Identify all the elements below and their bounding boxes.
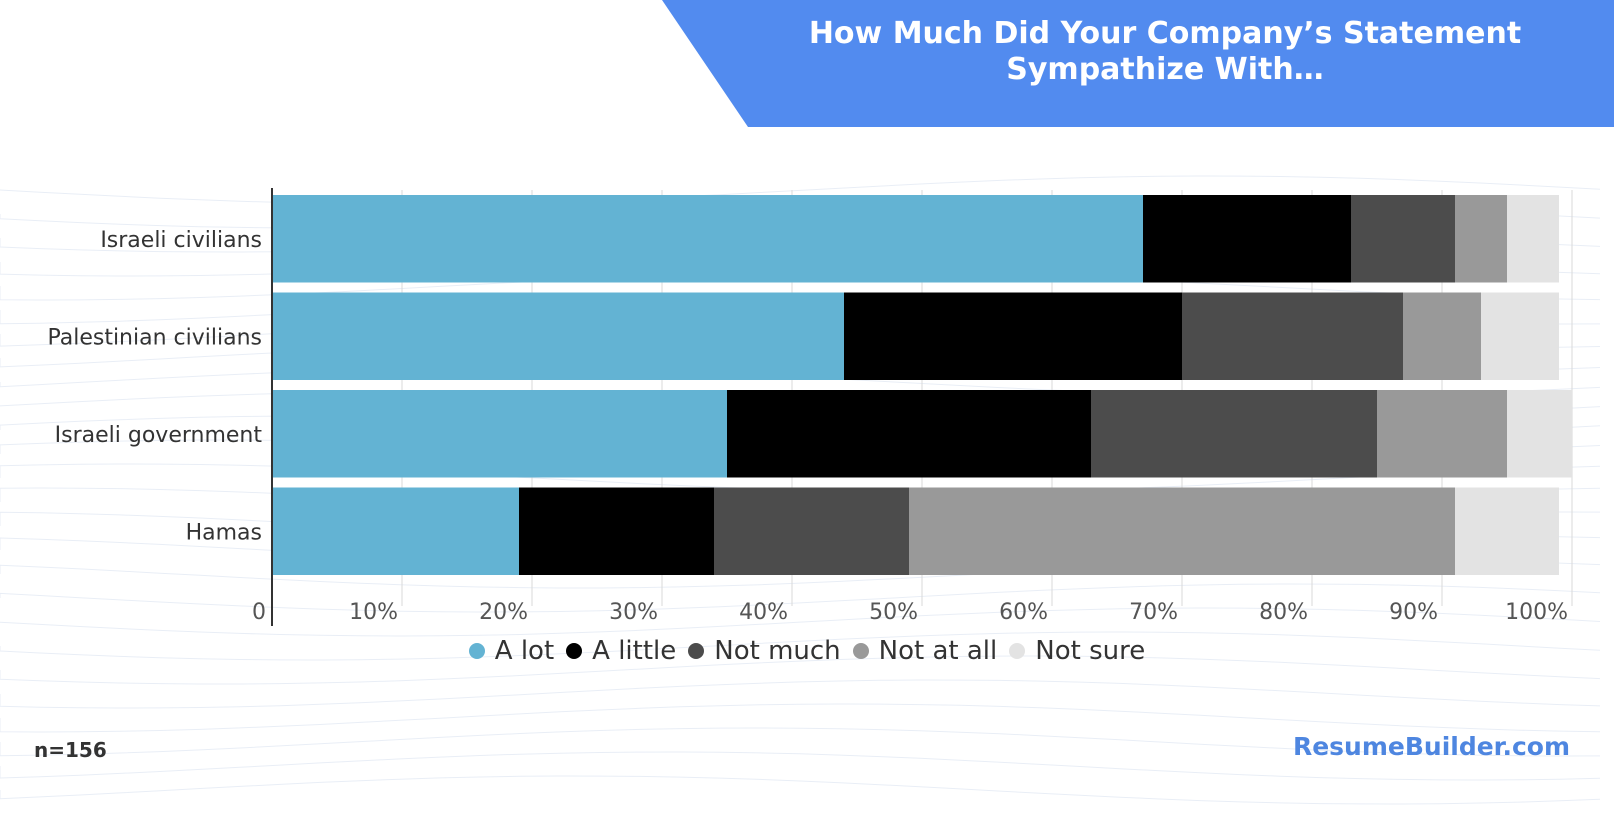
background-wave-line — [0, 607, 1601, 637]
category-label: Hamas — [186, 520, 262, 545]
bar-segment — [909, 487, 1455, 575]
background-wave-line — [0, 679, 1601, 709]
category-label: Israeli government — [55, 423, 263, 448]
bar-segment — [1182, 292, 1403, 380]
legend-label: A lot — [494, 636, 555, 666]
bar-segment — [1507, 390, 1572, 478]
title-banner — [662, 0, 1614, 127]
bar-segment — [1403, 292, 1481, 380]
bar-segment — [272, 292, 844, 380]
legend-label: Not sure — [1035, 636, 1146, 666]
chart-title-line-2: Sympathize With… — [1006, 52, 1324, 87]
legend-marker-icon — [566, 643, 583, 659]
category-label: Israeli civilians — [100, 228, 262, 253]
x-tick-label: 30% — [609, 600, 658, 625]
bar-segment — [1351, 195, 1455, 283]
chart-legend: A lot A little Not much Not at all Not sure — [0, 636, 1614, 666]
legend-item[interactable]: Not at all — [852, 636, 998, 666]
x-tick-label: 10% — [349, 600, 398, 625]
legend-item[interactable]: A lot — [468, 636, 555, 666]
category-label: Palestinian civilians — [47, 325, 262, 350]
legend-item[interactable]: A little — [566, 636, 676, 666]
bar-segment — [1091, 390, 1377, 478]
background-wave-line — [0, 175, 1601, 205]
brand-logo-text[interactable]: ResumeBuilder.com — [1292, 732, 1570, 761]
bar-segment — [1455, 195, 1507, 283]
legend-item[interactable]: Not much — [688, 636, 841, 666]
x-tick-label: 100% — [1505, 600, 1568, 625]
title-banner-shape — [662, 0, 1614, 127]
background-wave-line — [0, 751, 1601, 781]
bar-segment — [714, 487, 909, 575]
bar-segment — [272, 195, 1143, 283]
x-tick-label: 50% — [869, 600, 918, 625]
bar-segment — [272, 390, 727, 478]
bar-segment — [1377, 390, 1507, 478]
x-tick-label: 90% — [1389, 600, 1438, 625]
legend-label: Not at all — [878, 636, 998, 666]
background-wave-line — [0, 727, 1601, 757]
bar-segment — [727, 390, 1091, 478]
chart-title-line-1: How Much Did Your Company’s Statement — [808, 16, 1522, 51]
background-wave-line — [0, 631, 1601, 661]
background-wave-line — [0, 775, 1601, 805]
legend-label: Not much — [714, 636, 841, 666]
legend-marker-icon — [688, 643, 705, 659]
legend-label: A little — [592, 636, 677, 666]
bar-segment — [1481, 292, 1559, 380]
x-tick-label: 40% — [739, 600, 788, 625]
legend-marker-icon — [852, 643, 869, 659]
bar-segment — [1143, 195, 1351, 283]
background-wave-line — [0, 655, 1601, 685]
background-wave-line — [0, 583, 1601, 613]
x-tick-label: 80% — [1259, 600, 1308, 625]
legend-item[interactable]: Not sure — [1009, 636, 1145, 666]
x-tick-label: 0 — [252, 600, 266, 625]
legend-marker-icon — [468, 643, 485, 659]
bar-segment — [519, 487, 714, 575]
x-tick-label: 20% — [479, 600, 528, 625]
x-tick-label: 70% — [1129, 600, 1178, 625]
legend-marker-icon — [1009, 643, 1026, 659]
sample-size-note: n=156 — [34, 738, 107, 762]
bar-segment — [1455, 487, 1559, 575]
chart-title: How Much Did Your Company’s Statement Sy… — [790, 16, 1540, 88]
bar-segment — [272, 487, 519, 575]
background-wave-line — [0, 703, 1601, 733]
bar-segment — [844, 292, 1182, 380]
x-tick-label: 60% — [999, 600, 1048, 625]
bar-segment — [1507, 195, 1559, 283]
